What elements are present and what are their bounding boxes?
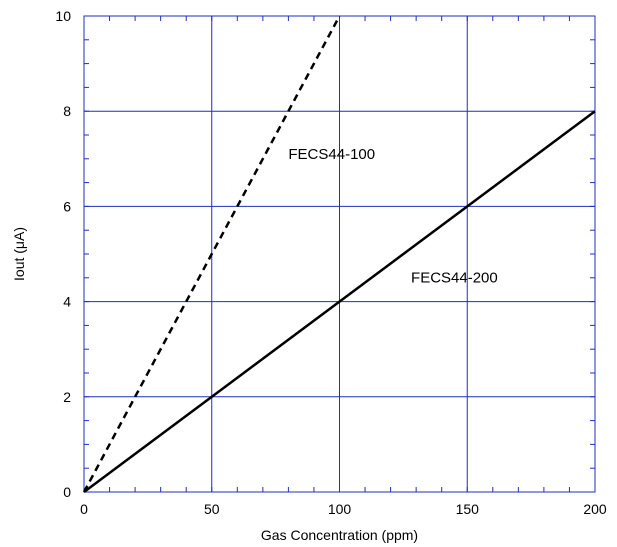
x-tick-label: 200 [583, 501, 607, 517]
y-tick-labels: 0 2 4 6 8 10 [55, 8, 71, 500]
x-tick-labels: 0 50 100 150 200 [80, 501, 607, 517]
y-tick-label: 6 [63, 198, 71, 214]
x-tick-label: 0 [80, 501, 88, 517]
y-tick-label: 10 [55, 8, 71, 24]
y-axis-title: Iout (μA) [11, 227, 27, 281]
minor-ticks [83, 15, 596, 493]
x-tick-label: 50 [204, 501, 220, 517]
series-label: FECS44-200 [411, 270, 498, 287]
x-tick-label: 150 [456, 501, 480, 517]
y-tick-label: 4 [63, 294, 71, 310]
series-label: FECS44-100 [288, 146, 375, 163]
x-tick-label: 100 [328, 501, 352, 517]
series-line-fecs44-100 [82, 15, 341, 493]
y-tick-label: 2 [63, 389, 71, 405]
series-labels: FECS44-100 FECS44-200 [288, 146, 497, 287]
y-tick-label: 0 [63, 484, 71, 500]
series-line-fecs44-200 [83, 110, 596, 494]
series-lines [82, 15, 596, 494]
x-axis-title: Gas Concentration (ppm) [261, 527, 418, 543]
y-tick-label: 8 [63, 103, 71, 119]
